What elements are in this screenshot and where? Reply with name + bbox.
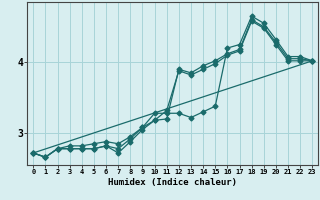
X-axis label: Humidex (Indice chaleur): Humidex (Indice chaleur): [108, 178, 237, 187]
